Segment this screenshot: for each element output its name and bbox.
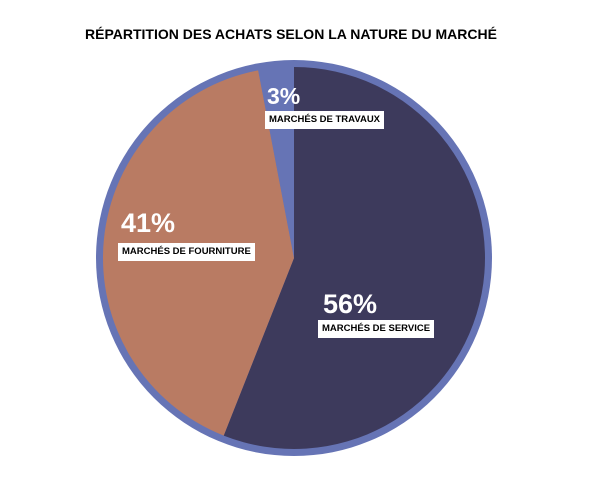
slice-category-label-service: MARCHÉS DE SERVICE [318,320,435,338]
slice-value-label-travaux: 3% [267,83,300,109]
pie-slice-service [223,67,485,449]
slice-value-label-service: 56% [323,289,377,319]
slice-category-label-travaux: MARCHÉS DE TRAVAUX [265,111,385,129]
slice-value-label-fourniture: 41% [121,208,175,238]
slice-category-label-fourniture: MARCHÉS DE FOURNITURE [118,243,255,261]
chart-title: RÉPARTITION DES ACHATS SELON LA NATURE D… [85,26,497,42]
